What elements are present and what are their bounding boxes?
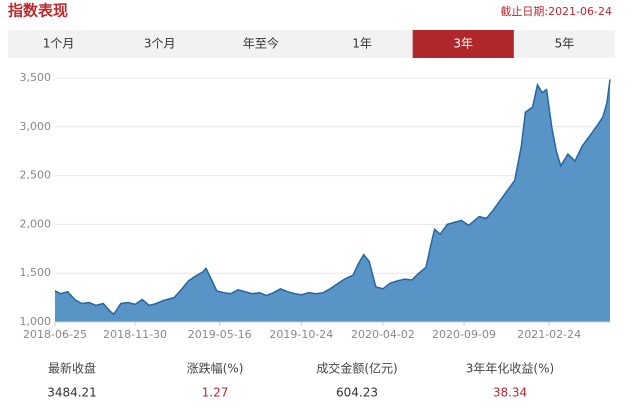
tab[interactable]: 3年 — [453, 37, 473, 51]
as-of-date: 截止日期:2021-06-24 — [500, 4, 612, 18]
y-tick-label: 2,500 — [20, 169, 52, 182]
tab[interactable]: 1个月 — [43, 37, 75, 51]
stat-label: 3年年化收益(%) — [466, 362, 554, 376]
y-tick-label: 1,500 — [20, 266, 52, 279]
stat-label: 最新收盘 — [48, 361, 96, 376]
stat-label: 涨跌幅(%) — [187, 361, 244, 376]
x-tick-label: 2020-09-09 — [432, 328, 496, 341]
stat-label: 成交金额(亿元) — [316, 361, 397, 376]
x-tick-label: 2021-02-24 — [517, 328, 581, 341]
stat-value: 38.34 — [493, 386, 527, 400]
y-tick-label: 2,000 — [20, 217, 52, 230]
area — [55, 79, 610, 322]
section-title: 指数表现 — [8, 2, 68, 20]
stat-value: 604.23 — [336, 386, 378, 400]
tab[interactable]: 年至今 — [243, 36, 279, 51]
x-tick-label: 2018-06-25 — [23, 328, 87, 341]
x-tick-label: 2019-10-24 — [269, 328, 333, 341]
tab[interactable]: 5年 — [555, 37, 575, 51]
area-line — [54, 79, 611, 316]
y-tick-label: 1,000 — [20, 315, 52, 328]
x-tick-label: 2020-04-02 — [351, 328, 415, 341]
tab-bar — [8, 30, 615, 58]
x-tick-label: 2018-11-30 — [103, 328, 167, 341]
stat-value: 3484.21 — [47, 386, 97, 400]
stat-value: 1.27 — [202, 386, 229, 400]
y-tick-label: 3,000 — [20, 120, 52, 133]
tab[interactable]: 3个月 — [144, 37, 176, 51]
tab-selected-bg — [412, 30, 514, 58]
y-tick-label: 3,500 — [20, 71, 52, 84]
tab[interactable]: 1年 — [352, 37, 372, 51]
x-tick-label: 2019-05-16 — [188, 328, 252, 341]
